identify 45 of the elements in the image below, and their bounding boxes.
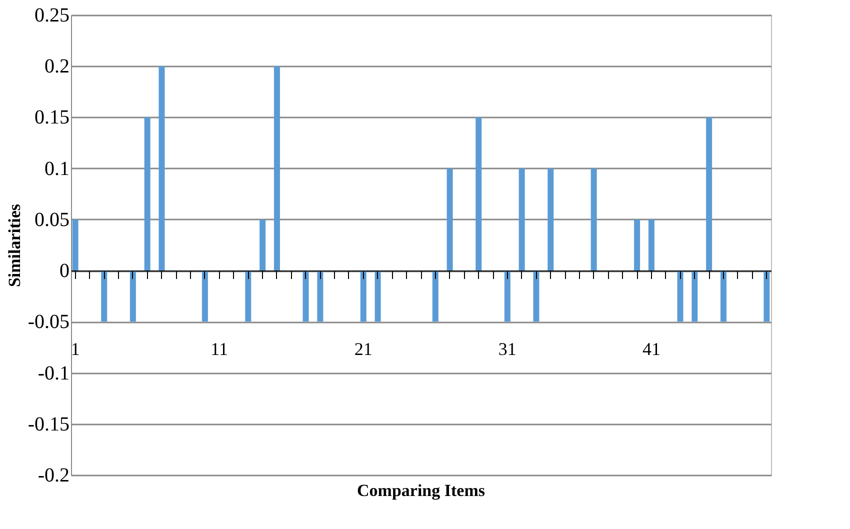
x-tick-label: 1 [70, 339, 80, 360]
x-tick-label: 11 [210, 339, 228, 360]
bar [274, 66, 280, 271]
bar [648, 219, 654, 271]
bar [764, 270, 770, 322]
x-axis-title: Comparing Items [357, 481, 486, 500]
bar [130, 270, 136, 322]
bar [158, 66, 165, 271]
bar [677, 270, 684, 322]
bar [101, 270, 108, 322]
bar [302, 270, 309, 322]
bar [518, 168, 525, 271]
bar [692, 270, 698, 322]
bar [432, 270, 438, 322]
y-axis-title: Similarities [4, 204, 24, 288]
bar [590, 168, 597, 271]
bar [317, 270, 324, 322]
bar [446, 168, 453, 271]
y-tick-label: -0.05 [28, 311, 70, 334]
bar [548, 168, 554, 271]
bar [360, 270, 366, 322]
y-tick-label: -0.1 [38, 362, 70, 384]
y-tick-label: 0.25 [34, 4, 70, 26]
bar [706, 117, 712, 271]
bar [202, 270, 208, 322]
bar [144, 117, 150, 271]
x-tick-label: 31 [498, 339, 516, 360]
bar [476, 117, 482, 271]
y-tick-label: 0.2 [44, 56, 70, 78]
bar [504, 270, 510, 322]
bar [72, 219, 78, 271]
bar [533, 270, 540, 322]
bar [720, 270, 726, 322]
x-tick-label: 41 [642, 339, 660, 360]
y-tick-label: -0.15 [28, 413, 70, 436]
y-tick-label: 0.1 [44, 158, 70, 180]
bar [634, 219, 640, 271]
bar [260, 219, 266, 271]
x-tick-label: 21 [354, 339, 372, 360]
bar [245, 270, 252, 322]
y-tick-label: 0.05 [34, 208, 70, 231]
y-tick-label: 0.15 [34, 106, 70, 129]
y-tick-label: 0 [60, 260, 70, 282]
bar [374, 270, 381, 322]
y-tick-label: -0.2 [38, 464, 70, 486]
